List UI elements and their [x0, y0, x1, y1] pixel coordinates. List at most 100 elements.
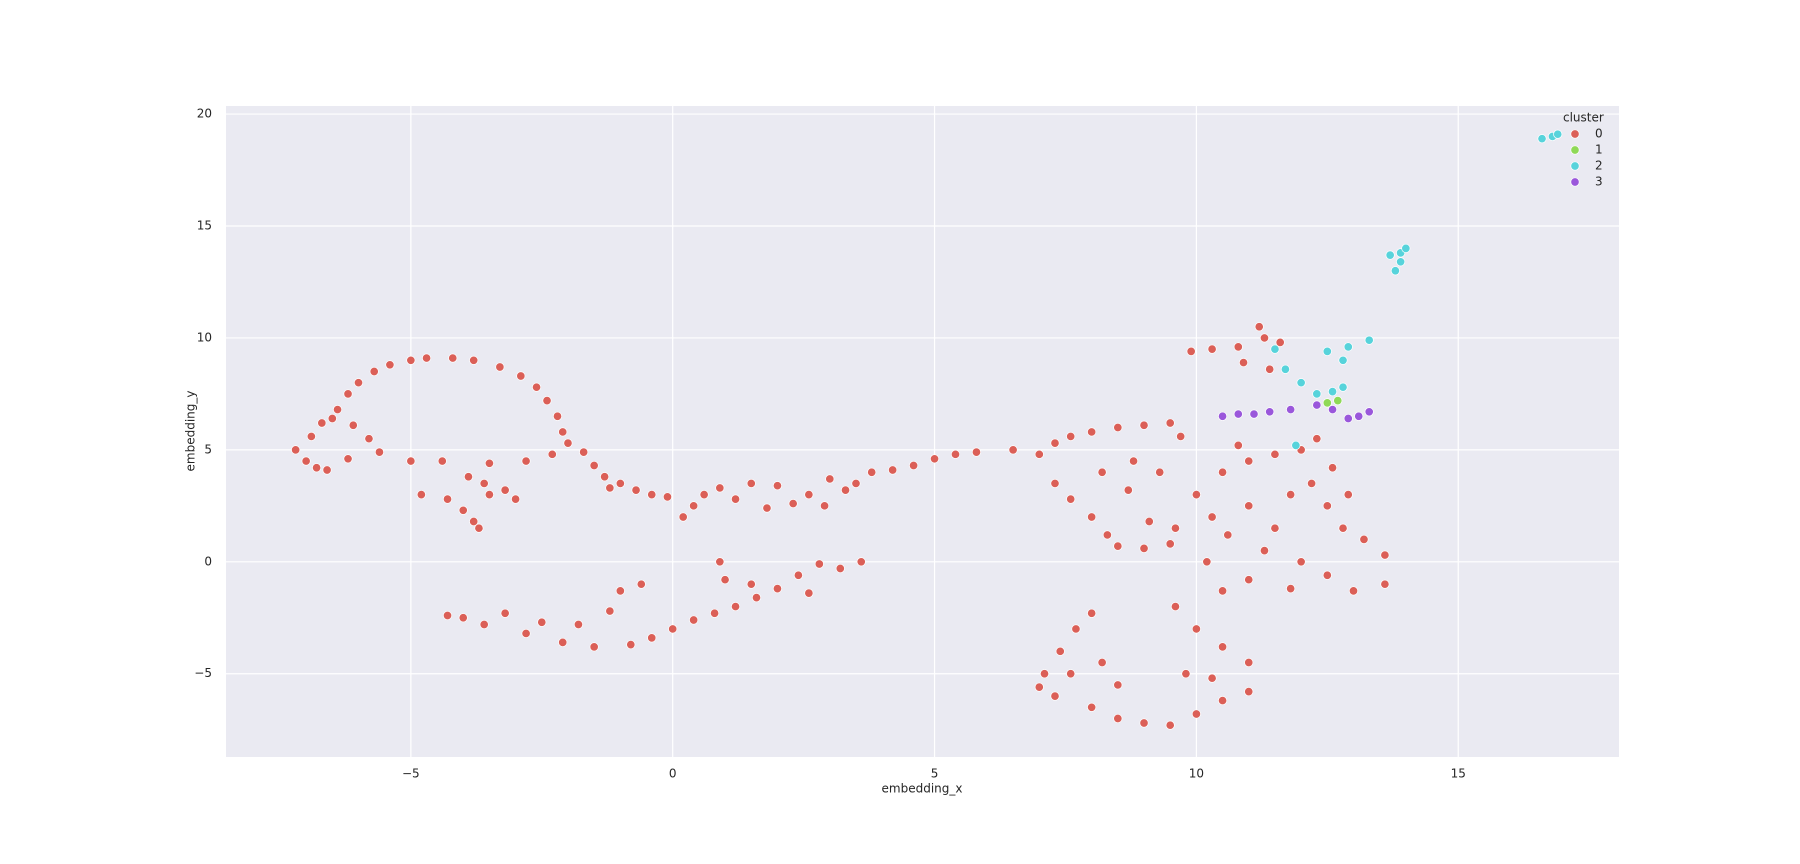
point: [1307, 478, 1317, 488]
point: [479, 619, 489, 630]
point: [699, 490, 709, 500]
point: [484, 490, 494, 500]
point: [511, 494, 521, 504]
point: [1343, 413, 1353, 424]
point: [1165, 418, 1175, 428]
point: [1034, 449, 1044, 459]
point: [1113, 422, 1123, 433]
point: [1191, 709, 1201, 719]
point: [1050, 691, 1060, 701]
point: [589, 460, 599, 471]
grid: [226, 106, 1619, 757]
point: [1396, 257, 1406, 267]
point: [1327, 387, 1338, 397]
legend-label: 2: [1595, 159, 1603, 173]
point: [1296, 557, 1306, 567]
point: [500, 608, 510, 618]
point: [479, 478, 489, 488]
y-tick-label: 0: [204, 554, 212, 568]
x-tick-label: −5: [402, 767, 420, 781]
point: [772, 481, 782, 491]
point: [1097, 657, 1107, 668]
point: [1270, 344, 1280, 354]
point: [458, 505, 468, 515]
point: [1401, 243, 1411, 253]
point: [1296, 378, 1306, 388]
point: [1327, 463, 1338, 473]
point: [851, 478, 861, 488]
point: [1087, 702, 1097, 712]
point: [1039, 669, 1050, 679]
point: [516, 371, 526, 381]
point: [1176, 431, 1186, 441]
point: [495, 362, 505, 372]
point: [1265, 364, 1275, 374]
point: [615, 586, 625, 596]
point: [416, 490, 426, 500]
point: [689, 615, 699, 625]
point: [1139, 543, 1149, 553]
y-axis-label: embedding_y: [184, 391, 198, 472]
point: [605, 606, 615, 616]
point: [1113, 680, 1123, 690]
point: [888, 465, 898, 475]
y-tick-label: 10: [197, 330, 212, 344]
point: [710, 608, 720, 618]
point: [1322, 346, 1332, 356]
point: [762, 503, 772, 513]
point: [1286, 405, 1296, 415]
point: [1071, 624, 1081, 634]
point: [1322, 501, 1332, 511]
legend-label: 3: [1595, 175, 1603, 189]
point: [406, 355, 416, 365]
point: [1218, 467, 1228, 477]
point: [442, 610, 453, 621]
legend-title: cluster: [1563, 111, 1604, 125]
legend-label: 1: [1595, 143, 1603, 157]
point: [1008, 445, 1018, 455]
point: [1380, 579, 1390, 589]
point: [1333, 396, 1343, 406]
legend-marker: [1570, 177, 1580, 187]
point: [1223, 530, 1233, 540]
point: [971, 447, 981, 457]
point: [1113, 713, 1123, 724]
point: [793, 570, 803, 580]
point: [1102, 530, 1112, 540]
point: [647, 633, 657, 643]
point: [1207, 344, 1217, 354]
point: [730, 494, 741, 504]
point: [1390, 266, 1400, 276]
point: [1165, 539, 1175, 549]
point: [636, 579, 646, 589]
point: [1139, 420, 1149, 430]
point: [589, 642, 599, 652]
point: [1233, 342, 1243, 352]
point: [1170, 602, 1180, 612]
point: [1380, 550, 1390, 560]
point: [1322, 398, 1332, 408]
point: [312, 463, 322, 473]
point: [558, 637, 568, 647]
point: [1155, 467, 1165, 477]
point: [662, 492, 673, 502]
point: [668, 624, 678, 634]
x-tick-label: 0: [669, 767, 677, 781]
point: [720, 575, 730, 585]
point: [1348, 586, 1359, 596]
y-tick-label: 15: [197, 218, 212, 232]
point: [573, 619, 583, 630]
point: [856, 557, 866, 567]
legend-marker: [1570, 161, 1580, 171]
point: [1097, 467, 1107, 477]
point: [552, 411, 563, 421]
point: [353, 378, 364, 388]
point: [1191, 490, 1201, 500]
point: [474, 523, 484, 533]
point: [840, 485, 851, 495]
point: [1244, 657, 1254, 668]
point: [1066, 494, 1076, 504]
point: [1259, 546, 1270, 556]
point: [1270, 449, 1280, 459]
